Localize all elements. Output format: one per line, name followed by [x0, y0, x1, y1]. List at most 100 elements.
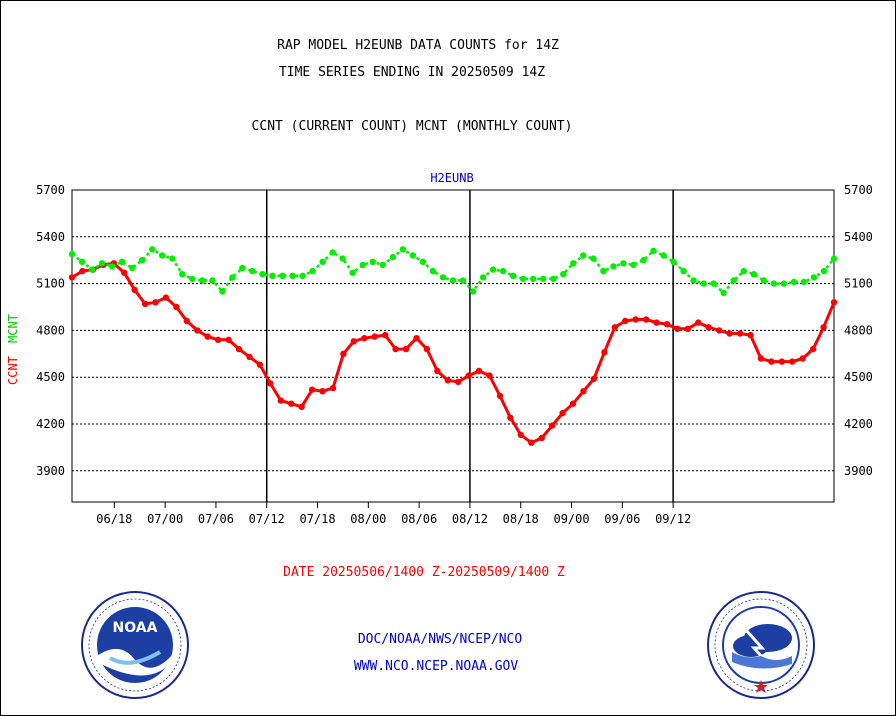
xtick-label: 08/00 [350, 512, 386, 526]
data-point-ccnt [507, 414, 514, 421]
data-point-ccnt [79, 267, 86, 275]
data-point-ccnt [695, 319, 702, 326]
data-point-mcnt [98, 260, 106, 267]
xtick-label: 09/00 [553, 512, 589, 526]
data-point-mcnt [650, 247, 657, 254]
chart-title-line1: RAP MODEL H2EUNB DATA COUNTS for 14Z [277, 38, 559, 53]
data-point-ccnt [674, 325, 681, 332]
data-point-ccnt [632, 316, 639, 323]
data-point-ccnt [214, 336, 222, 343]
data-point-mcnt [770, 280, 777, 287]
data-point-mcnt [550, 275, 557, 283]
data-point-mcnt [269, 272, 276, 279]
data-point-ccnt [173, 303, 180, 311]
ytick-label-left: 4500 [36, 370, 65, 384]
data-point-ccnt [622, 317, 629, 325]
data-point-mcnt [369, 258, 376, 265]
ytick-label-right: 5400 [844, 230, 873, 244]
data-point-ccnt [141, 300, 149, 308]
nws-logo [706, 590, 816, 700]
data-point-mcnt [88, 266, 96, 273]
data-point-ccnt [590, 375, 598, 382]
data-point-ccnt [235, 345, 243, 353]
data-point-mcnt [570, 260, 577, 267]
ytick-label-right: 5700 [844, 183, 873, 197]
chart-title-line2: TIME SERIES ENDING IN 20250509 14Z [278, 65, 546, 80]
data-point-mcnt [129, 264, 136, 272]
data-point-ccnt [194, 327, 201, 334]
data-point-ccnt [475, 367, 483, 375]
data-point-mcnt [439, 274, 447, 281]
footer-link-website[interactable]: WWW.NCO.NCEP.NOAA.GOV [353, 659, 519, 674]
data-point-ccnt [757, 355, 765, 362]
data-point-ccnt [382, 331, 389, 339]
data-point-mcnt [790, 278, 798, 286]
data-point-mcnt [68, 250, 76, 258]
ytick-label-right: 5100 [844, 277, 873, 291]
data-point-mcnt [580, 252, 587, 259]
data-point-mcnt [560, 271, 567, 278]
data-point-mcnt [760, 277, 767, 284]
data-point-mcnt [349, 269, 356, 276]
data-point-mcnt [489, 266, 497, 273]
footer-link-doc[interactable]: DOC/NOAA/NWS/NCEP/NCO [357, 632, 523, 647]
data-point-mcnt [179, 271, 186, 278]
data-point-ccnt [684, 325, 692, 332]
data-point-ccnt [361, 335, 368, 342]
ytick-label-left: 5100 [36, 277, 65, 291]
data-point-ccnt [559, 409, 566, 417]
data-point-mcnt [149, 246, 156, 253]
data-point-mcnt [800, 278, 808, 286]
data-point-mcnt [469, 288, 477, 295]
data-point-mcnt [690, 277, 697, 284]
data-point-ccnt [392, 345, 399, 353]
data-point-mcnt [219, 288, 226, 295]
data-point-ccnt [455, 378, 462, 386]
data-point-mcnt [279, 272, 286, 279]
data-point-mcnt [229, 274, 236, 281]
data-point-mcnt [309, 267, 316, 275]
noaa-logo: NOAA [80, 590, 190, 700]
data-point-ccnt [528, 439, 535, 446]
data-point-ccnt [350, 338, 357, 345]
plot-label: H2EUNB [430, 171, 474, 185]
data-point-ccnt [402, 345, 410, 353]
data-point-ccnt [820, 324, 827, 331]
data-point-ccnt [465, 372, 472, 379]
xtick-label: 08/12 [452, 512, 488, 526]
ytick-label-left: 5400 [36, 230, 65, 244]
data-point-ccnt [496, 392, 504, 400]
data-point-mcnt [499, 267, 507, 275]
data-point-ccnt [329, 384, 337, 392]
data-point-mcnt [299, 272, 306, 279]
data-point-mcnt [379, 261, 386, 269]
xtick-label: 07/00 [147, 512, 183, 526]
data-point-mcnt [429, 267, 437, 275]
chart-subtitle: CCNT (CURRENT COUNT) MCNT (MONTHLY COUNT… [251, 119, 573, 134]
data-point-mcnt [680, 267, 687, 275]
data-point-ccnt [768, 358, 775, 365]
data-point-mcnt [820, 267, 828, 275]
data-point-mcnt [510, 272, 517, 279]
data-point-mcnt [600, 267, 607, 275]
data-point-mcnt [169, 255, 176, 262]
data-point-mcnt [339, 255, 346, 262]
data-point-ccnt [726, 330, 733, 337]
data-point-mcnt [449, 277, 457, 284]
data-point-ccnt [298, 403, 305, 410]
data-point-ccnt [319, 388, 326, 395]
data-point-mcnt [289, 272, 296, 279]
data-point-ccnt [340, 350, 347, 357]
data-point-mcnt [590, 255, 597, 262]
data-point-ccnt [538, 434, 545, 442]
data-point-mcnt [479, 274, 487, 281]
data-point-ccnt [277, 397, 284, 404]
data-point-mcnt [399, 246, 407, 253]
data-point-mcnt [520, 275, 527, 283]
data-point-ccnt [549, 422, 556, 429]
data-point-mcnt [329, 249, 336, 256]
data-point-ccnt [162, 294, 170, 301]
data-point-ccnt [308, 386, 316, 393]
ytick-label-right: 4200 [844, 417, 873, 431]
ytick-label-right: 4500 [844, 370, 873, 384]
